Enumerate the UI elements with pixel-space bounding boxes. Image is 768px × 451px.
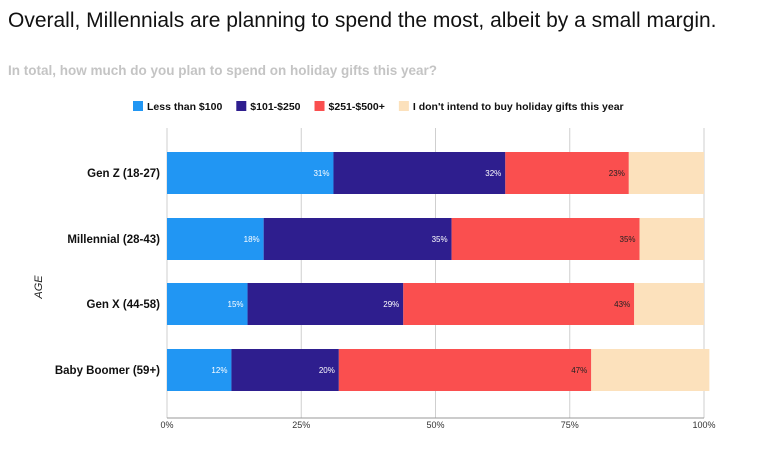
bar-segment <box>333 152 506 194</box>
data-label: 20% <box>319 366 335 375</box>
bar-segment <box>451 218 640 260</box>
x-tick-label: 50% <box>426 420 444 430</box>
x-tick-label: 75% <box>561 420 579 430</box>
bar-segment <box>628 152 704 194</box>
bar-segment <box>167 349 232 391</box>
bar-segment <box>591 349 710 391</box>
legend-item: Less than $100 <box>133 101 222 113</box>
bar-segment <box>247 283 404 325</box>
bar-segment <box>231 349 339 391</box>
legend-swatch <box>398 101 409 111</box>
category-labels: Gen Z (18-27) Millennial (28-43) Gen X (44… <box>55 168 160 377</box>
legend-item: $251-$500+ <box>314 101 385 113</box>
x-axis-ticks: 0% 25% 50% 75% 100% <box>160 420 715 430</box>
data-label: 32% <box>485 169 501 178</box>
bar-segment <box>263 218 452 260</box>
chart-subtitle: In total, how much do you plan to spend … <box>8 63 438 78</box>
bar-segment <box>167 283 248 325</box>
chart-headline: Overall, Millennials are planning to spe… <box>8 9 717 32</box>
legend-swatch <box>133 101 143 111</box>
legend-item: $101-$250 <box>236 101 301 113</box>
chart-bars: 31% 32% 23% 18% 35% 35% 15% 29% 43% 12% 20% 47% <box>167 152 710 391</box>
legend-label: $251-$500+ <box>329 101 385 113</box>
y-axis-label: AGE <box>33 275 45 300</box>
data-label: 29% <box>383 300 399 309</box>
data-label: 31% <box>313 169 329 178</box>
category-label: Gen Z (18-27) <box>87 168 160 180</box>
x-tick-label: 0% <box>160 420 173 430</box>
bar-segment <box>338 349 592 391</box>
chart-legend: Less than $100 $101-$250 $251-$500+ I don't… <box>133 101 624 113</box>
data-label: 43% <box>614 300 630 309</box>
bar-segment <box>403 283 635 325</box>
data-label: 12% <box>211 366 227 375</box>
x-tick-label: 25% <box>292 420 310 430</box>
data-label: 23% <box>609 169 625 178</box>
legend-label: $101-$250 <box>250 101 300 113</box>
bar-segment <box>167 218 264 260</box>
bar-segment <box>639 218 704 260</box>
bar-segment <box>167 152 334 194</box>
category-label: Gen X (44-58) <box>87 299 161 311</box>
data-label: 35% <box>432 235 448 244</box>
legend-swatch <box>236 101 247 111</box>
data-label: 47% <box>571 366 587 375</box>
bar-segment <box>634 283 704 325</box>
data-label: 18% <box>244 235 260 244</box>
bar-segment <box>505 152 629 194</box>
legend-swatch <box>314 101 325 111</box>
legend-item: I don't intend to buy holiday gifts this… <box>398 101 624 113</box>
legend-label: I don't intend to buy holiday gifts this… <box>413 101 624 113</box>
data-label: 15% <box>228 300 244 309</box>
data-label: 35% <box>620 235 636 244</box>
legend-label: Less than $100 <box>147 101 222 113</box>
x-tick-label: 100% <box>692 420 715 430</box>
category-label: Millennial (28-43) <box>67 234 160 246</box>
category-label: Baby Boomer (59+) <box>55 365 160 377</box>
